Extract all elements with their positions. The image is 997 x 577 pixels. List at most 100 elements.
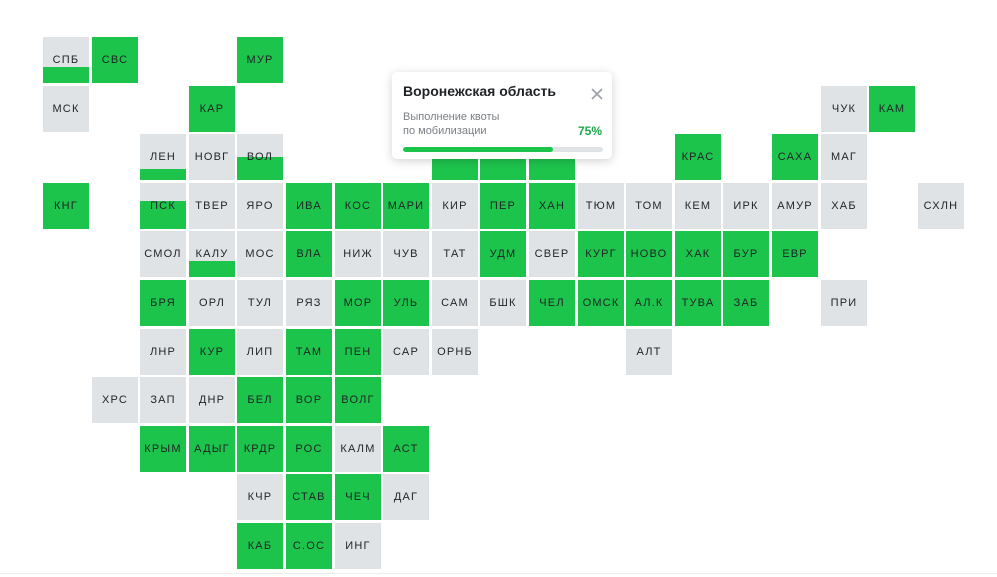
region-tile[interactable]: ИНГ [335,523,381,569]
region-tile[interactable]: ВОЛГ [335,377,381,423]
region-tile[interactable]: СВС [92,37,138,83]
region-tile[interactable]: ХАБ [821,183,867,229]
region-tile[interactable]: КАМ [869,86,915,132]
region-tile[interactable]: КИР [432,183,478,229]
region-tile[interactable]: ЧЕЧ [335,474,381,520]
region-tile[interactable]: БРЯ [140,280,186,326]
region-tile[interactable]: АДЫГ [189,426,235,472]
region-tile[interactable]: ОРЛ [189,280,235,326]
region-tile[interactable]: ЕВР [772,231,818,277]
region-tile[interactable]: КУР [189,329,235,375]
region-tile[interactable]: ВОЛ [237,134,283,180]
region-tile[interactable]: ЛНР [140,329,186,375]
region-tile[interactable]: КОС [335,183,381,229]
region-label: ЗАП [150,394,176,406]
region-tile[interactable]: МАРИ [383,183,429,229]
region-label: ЯРО [246,200,274,212]
region-tile[interactable]: ПРИ [821,280,867,326]
region-tile[interactable]: КЕМ [675,183,721,229]
region-tile[interactable]: КАБ [237,523,283,569]
region-tile[interactable]: ТАМ [286,329,332,375]
region-tile[interactable]: КУРГ [578,231,624,277]
region-tile[interactable]: С.ОС [286,523,332,569]
region-tile[interactable]: ЗАП [140,377,186,423]
region-tile[interactable]: САХА [772,134,818,180]
region-tile[interactable]: АМУР [772,183,818,229]
region-label: ДНР [198,394,226,406]
region-tile[interactable]: КРЫМ [140,426,186,472]
region-tile[interactable]: КРДР [237,426,283,472]
region-tile[interactable]: КНГ [43,183,89,229]
region-tile[interactable]: МОР [335,280,381,326]
region-tile[interactable]: ХРС [92,377,138,423]
region-tile[interactable]: ДНР [189,377,235,423]
region-label: ТАМ [295,346,323,358]
region-tile[interactable]: УЛЬ [383,280,429,326]
region-tile[interactable]: МАГ [821,134,867,180]
region-tile[interactable]: КЧР [237,474,283,520]
region-tile[interactable]: ДАГ [383,474,429,520]
region-tile[interactable]: РОС [286,426,332,472]
region-tile[interactable]: ЛИП [237,329,283,375]
region-tile[interactable]: АЛТ [626,329,672,375]
region-tile[interactable]: КАР [189,86,235,132]
region-label: ТОМ [635,200,663,212]
region-tile[interactable]: ВОР [286,377,332,423]
region-tile[interactable]: СХЛН [918,183,964,229]
region-tile[interactable]: ТУЛ [237,280,283,326]
region-tile[interactable]: ЧЕЛ [529,280,575,326]
region-tile[interactable]: ЗАБ [723,280,769,326]
region-tile[interactable]: ТОМ [626,183,672,229]
region-label: УДМ [489,248,517,260]
region-tile[interactable]: БШК [480,280,526,326]
close-icon[interactable] [588,85,606,103]
region-tile[interactable]: АЛ.К [626,280,672,326]
region-tile[interactable]: КРАС [675,134,721,180]
region-tile[interactable]: САР [383,329,429,375]
region-tile[interactable]: ЧУВ [383,231,429,277]
region-label: БУР [733,248,759,260]
region-tile[interactable]: ТУВА [675,280,721,326]
region-tile[interactable]: ОМСК [578,280,624,326]
region-tile[interactable]: НОВО [626,231,672,277]
region-tile[interactable]: ПЕР [480,183,526,229]
region-tile[interactable]: МУР [237,37,283,83]
region-label: УЛЬ [393,297,419,309]
region-tile[interactable]: ТАТ [432,231,478,277]
region-tile[interactable]: ЛЕН [140,134,186,180]
region-tile[interactable]: НОВГ [189,134,235,180]
region-tile[interactable]: КАЛУ [189,231,235,277]
region-tile[interactable]: СПБ [43,37,89,83]
region-fill [43,66,89,83]
region-label: ЛЕН [149,151,177,163]
region-label: КОС [344,200,372,212]
region-tile[interactable]: ХАК [675,231,721,277]
region-tile[interactable]: ПЕН [335,329,381,375]
region-tile[interactable]: ИВА [286,183,332,229]
region-tile[interactable]: СВЕР [529,231,575,277]
region-tile[interactable]: ИРК [723,183,769,229]
region-tile[interactable]: ПСК [140,183,186,229]
region-tile[interactable]: АСТ [383,426,429,472]
region-tile[interactable]: НИЖ [335,231,381,277]
region-tile[interactable]: ЯРО [237,183,283,229]
region-label: СТАВ [292,491,326,503]
region-label: ЛНР [149,346,177,358]
region-tile[interactable]: ТВЕР [189,183,235,229]
region-tile[interactable]: САМ [432,280,478,326]
region-tile[interactable]: ЧУК [821,86,867,132]
region-tile[interactable]: МСК [43,86,89,132]
region-tile[interactable]: ТЮМ [578,183,624,229]
region-tile[interactable]: КАЛМ [335,426,381,472]
region-tile[interactable]: БУР [723,231,769,277]
region-tile[interactable]: УДМ [480,231,526,277]
region-tile[interactable]: ВЛА [286,231,332,277]
region-tile[interactable]: МОС [237,231,283,277]
region-label: ВЛА [296,248,322,260]
region-tile[interactable]: ОРНБ [432,329,478,375]
region-tile[interactable]: СМОЛ [140,231,186,277]
region-tile[interactable]: СТАВ [286,474,332,520]
region-tile[interactable]: РЯЗ [286,280,332,326]
region-tile[interactable]: ХАН [529,183,575,229]
region-tile[interactable]: БЕЛ [237,377,283,423]
